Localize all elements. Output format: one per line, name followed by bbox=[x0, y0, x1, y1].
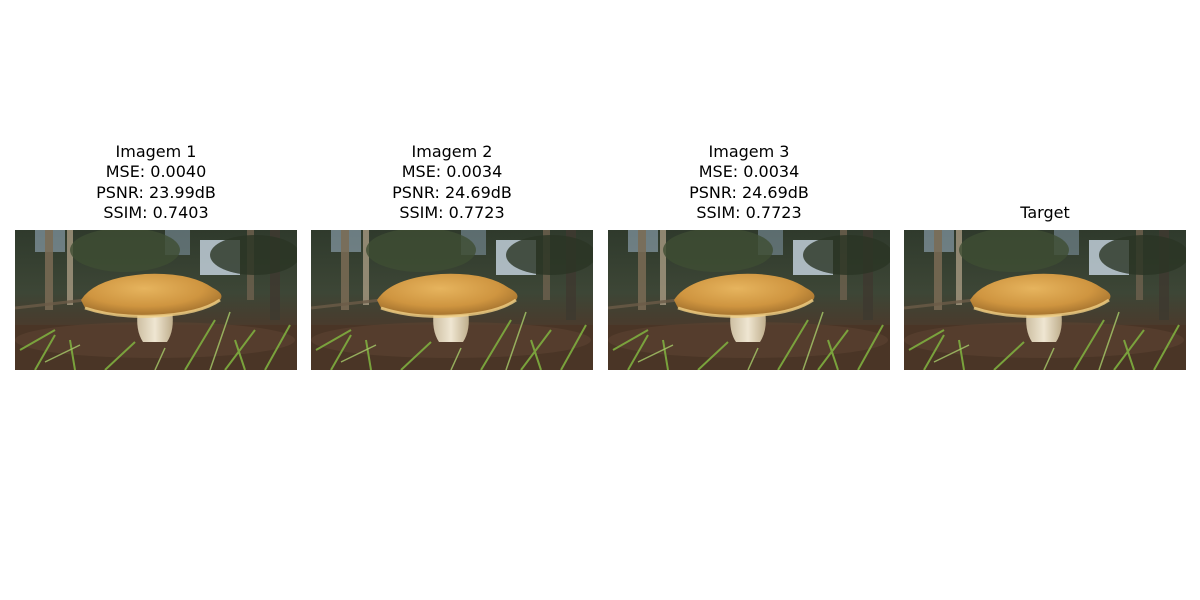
comparison-panel-3: Imagem 3 MSE: 0.0034 PSNR: 24.69dB SSIM:… bbox=[608, 0, 890, 600]
panel-title: Imagem 3 bbox=[708, 141, 790, 161]
panel-caption: Imagem 2 MSE: 0.0034 PSNR: 24.69dB SSIM:… bbox=[291, 142, 613, 224]
comparison-panel-2: Imagem 2 MSE: 0.0034 PSNR: 24.69dB SSIM:… bbox=[311, 0, 593, 600]
mushroom-photo bbox=[904, 230, 1186, 370]
panel-title: Imagem 1 bbox=[115, 141, 197, 161]
panel-title: Imagem 2 bbox=[411, 141, 493, 161]
mse-metric: MSE: 0.0040 bbox=[105, 162, 207, 182]
psnr-metric: PSNR: 23.99dB bbox=[96, 182, 216, 202]
panel-caption: Target bbox=[884, 203, 1200, 224]
mushroom-photo bbox=[15, 230, 297, 370]
mushroom-image-3 bbox=[608, 230, 890, 370]
panel-caption: Imagem 3 MSE: 0.0034 PSNR: 24.69dB SSIM:… bbox=[588, 142, 910, 224]
ssim-metric: SSIM: 0.7723 bbox=[399, 203, 505, 223]
mushroom-image-target bbox=[904, 230, 1186, 370]
ssim-metric: SSIM: 0.7403 bbox=[103, 203, 209, 223]
comparison-panel-target: Target bbox=[904, 0, 1186, 600]
mse-metric: MSE: 0.0034 bbox=[401, 162, 503, 182]
mushroom-image-1 bbox=[15, 230, 297, 370]
ssim-metric: SSIM: 0.7723 bbox=[696, 203, 802, 223]
mushroom-photo bbox=[311, 230, 593, 370]
mushroom-photo bbox=[608, 230, 890, 370]
panel-title: Target bbox=[1020, 203, 1070, 223]
mse-metric: MSE: 0.0034 bbox=[698, 162, 800, 182]
mushroom-image-2 bbox=[311, 230, 593, 370]
psnr-metric: PSNR: 24.69dB bbox=[689, 182, 809, 202]
comparison-panel-1: Imagem 1 MSE: 0.0040 PSNR: 23.99dB SSIM:… bbox=[15, 0, 297, 600]
psnr-metric: PSNR: 24.69dB bbox=[392, 182, 512, 202]
panel-caption: Imagem 1 MSE: 0.0040 PSNR: 23.99dB SSIM:… bbox=[0, 142, 317, 224]
